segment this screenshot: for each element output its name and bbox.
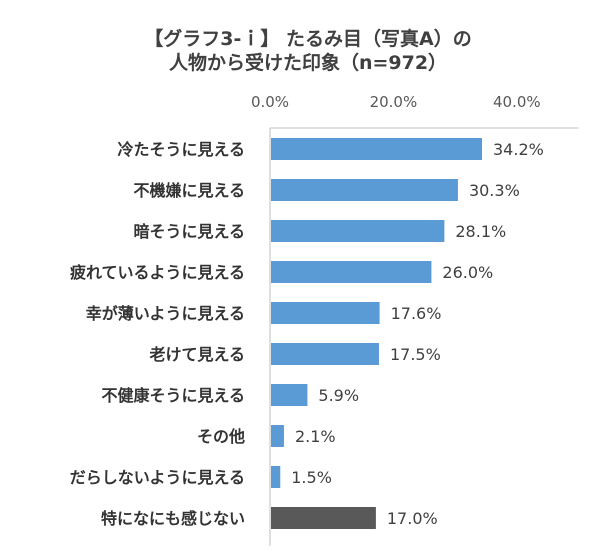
bar xyxy=(271,261,432,283)
data-label: 17.6% xyxy=(391,304,442,323)
bar xyxy=(271,179,458,201)
chart-title-line1: 【グラフ3-ｉ】 たるみ目（写真A）の xyxy=(144,28,472,50)
bar xyxy=(271,302,380,324)
x-tick-label: 40.0% xyxy=(493,93,541,111)
category-label: だらしないように見える xyxy=(70,468,245,487)
category-label: 老けて見える xyxy=(148,345,245,364)
data-label: 5.9% xyxy=(318,386,359,405)
data-label: 2.1% xyxy=(295,427,336,446)
data-label: 17.5% xyxy=(390,345,441,364)
bar xyxy=(271,507,376,529)
category-label: 不機嫌に見える xyxy=(133,181,245,200)
category-label: 暗そうに見える xyxy=(133,222,245,241)
bar xyxy=(271,466,281,488)
data-label: 1.5% xyxy=(291,468,332,487)
category-label: 幸が薄いように見える xyxy=(86,304,245,323)
category-label: 特になにも感じない xyxy=(101,509,245,528)
data-label: 17.0% xyxy=(387,509,438,528)
category-label: 不健康そうに見える xyxy=(101,386,245,405)
x-tick-label: 0.0% xyxy=(251,93,289,111)
x-tick-label: 20.0% xyxy=(370,93,418,111)
category-label: 冷たそうに見える xyxy=(117,140,245,159)
data-label: 30.3% xyxy=(469,181,520,200)
data-label: 34.2% xyxy=(493,140,544,159)
bar xyxy=(271,343,379,365)
bar xyxy=(271,384,308,406)
data-label: 28.1% xyxy=(455,222,506,241)
category-label: その他 xyxy=(197,427,245,446)
data-label: 26.0% xyxy=(442,263,493,282)
category-label: 疲れているように見える xyxy=(70,263,245,282)
bar xyxy=(271,220,445,242)
bar xyxy=(271,138,483,160)
bar xyxy=(271,425,284,447)
chart-title-line2: 人物から受けた印象（n=972） xyxy=(168,52,448,74)
